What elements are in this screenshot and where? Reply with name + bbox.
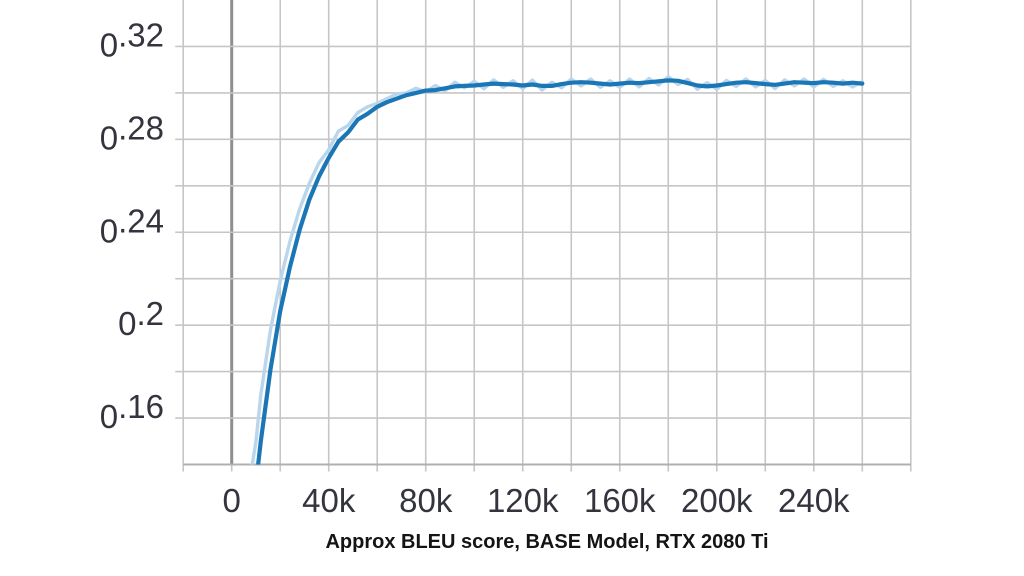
y-tick-label: 0.32	[100, 16, 164, 63]
x-tick-label: 0	[223, 482, 241, 519]
y-tick-label: 0.24	[100, 202, 164, 249]
smoothed-series-line	[256, 78, 865, 465]
x-tick-label: 200k	[681, 482, 753, 519]
y-tick-label: 0.16	[100, 388, 164, 435]
y-tick-label: 0.28	[100, 109, 164, 156]
chart-caption: Approx BLEU score, BASE Model, RTX 2080 …	[325, 531, 769, 553]
x-tick-label: 240k	[778, 482, 850, 519]
x-tick-label: 160k	[584, 482, 656, 519]
chart-plot-area[interactable]	[183, 0, 911, 465]
x-tick-label: 80k	[399, 482, 453, 519]
y-tick-label: 0.2	[118, 295, 164, 342]
x-tick-label: 40k	[302, 482, 356, 519]
x-tick-label: 120k	[487, 482, 559, 519]
